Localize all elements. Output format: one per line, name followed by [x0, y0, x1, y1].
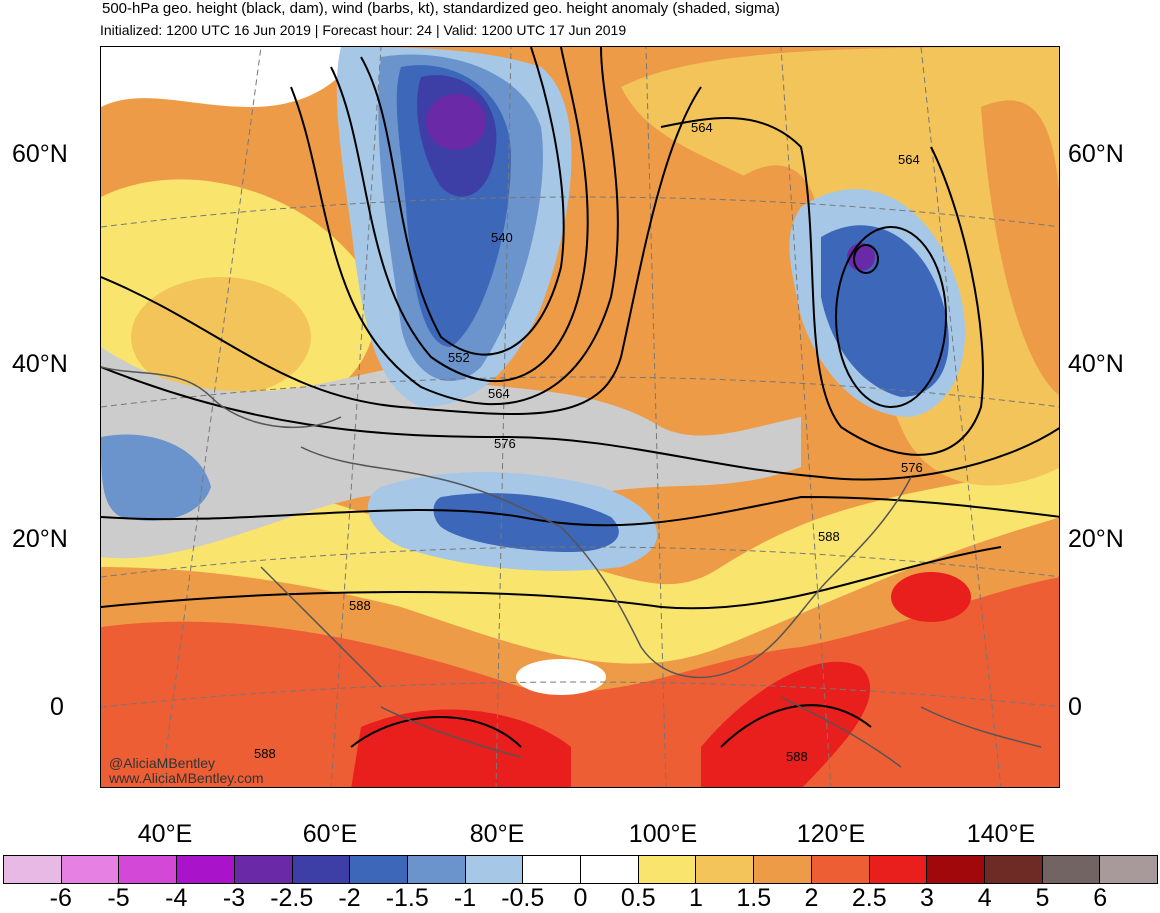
- colorbar-swatch: [350, 856, 408, 883]
- coastlines: [101, 366, 1042, 768]
- colorbar-label: -1: [453, 884, 477, 912]
- colorbar-label: 1: [689, 884, 703, 912]
- lat-label-20n-right: 20°N: [1068, 525, 1124, 553]
- colorbar-swatch: [696, 856, 755, 883]
- colorbar-swatch: [61, 856, 120, 883]
- map-panel: 540 552 564 576 564 564 576 588 588 588 …: [100, 46, 1060, 788]
- colorbar-swatch: [177, 856, 235, 883]
- colorbar-label: 0: [573, 884, 588, 912]
- colorbar-swatch: [638, 856, 697, 883]
- anomaly-orange-siberia: [715, 165, 821, 329]
- colorbar-label: -0.5: [501, 884, 545, 912]
- contour-label-564: 564: [488, 386, 510, 401]
- contour-label-588-se: 588: [786, 749, 808, 764]
- credit-website: www.AliciaMBentley.com: [109, 770, 264, 786]
- colorbar-label: 0.5: [620, 884, 656, 912]
- lon-label-40e: 40°E: [137, 820, 193, 848]
- colorbar-label: 4: [977, 884, 992, 912]
- map-title: 500-hPa geo. height (black, dam), wind (…: [102, 0, 780, 17]
- lon-label-120e: 120°E: [796, 820, 866, 848]
- anomaly-orange-europe: [131, 277, 311, 397]
- colorbar-label: -2: [338, 884, 361, 912]
- map-svg: [101, 47, 1059, 787]
- lon-label-60e: 60°E: [302, 820, 358, 848]
- lat-label-60n-right: 60°N: [1068, 140, 1124, 168]
- colorbar-label: 2: [804, 884, 819, 912]
- colorbar-label: -5: [107, 884, 130, 912]
- credit-handle: @AliciaMBentley: [109, 755, 216, 771]
- contour-label-588-west: 588: [349, 598, 371, 613]
- colorbar-label: 5: [1035, 884, 1050, 912]
- colorbar-swatch: [1042, 856, 1101, 883]
- anomaly-red-spot: [891, 572, 971, 622]
- colorbar-label: -1.5: [385, 884, 429, 912]
- colorbar-swatch: [754, 856, 812, 883]
- colorbar-swatch: [1100, 856, 1158, 883]
- lon-label-100e: 100°E: [628, 820, 698, 848]
- colorbar: [3, 855, 1158, 884]
- contour-label-576: 576: [494, 436, 516, 451]
- lat-label-40n-left: 40°N: [12, 350, 68, 378]
- height-contours: [101, 47, 1059, 748]
- contour-label-564-north: 564: [691, 120, 713, 135]
- colorbar-swatch: [581, 856, 639, 883]
- colorbar-swatch: [811, 856, 870, 883]
- contour-label-540: 540: [491, 230, 513, 245]
- colorbar-swatch: [465, 856, 524, 883]
- anomaly-white-india: [516, 659, 606, 695]
- lon-label-80e: 80°E: [469, 820, 525, 848]
- anomaly-white-north: [101, 47, 361, 107]
- lat-label-60n-left: 60°N: [12, 140, 68, 168]
- colorbar-swatch: [234, 856, 293, 883]
- map-subtitle: Initialized: 1200 UTC 16 Jun 2019 | Fore…: [100, 22, 627, 38]
- lat-label-0-right: 0: [1068, 693, 1082, 721]
- contour-label-564-east: 564: [898, 152, 920, 167]
- colorbar-swatch: [984, 856, 1043, 883]
- colorbar-swatch: [869, 856, 928, 883]
- anomaly-gray-band: [101, 347, 801, 559]
- lon-label-140e: 140°E: [966, 820, 1036, 848]
- colorbar-swatch: [927, 856, 985, 883]
- anomaly-blue-deep-tibet: [433, 493, 619, 552]
- lat-label-40n-right: 40°N: [1068, 350, 1124, 378]
- colorbar-label: -4: [165, 884, 188, 912]
- contour-label-576-east: 576: [901, 460, 923, 475]
- graticule: [101, 47, 1059, 787]
- contour-label-588-east: 588: [818, 529, 840, 544]
- colorbar-swatch: [523, 856, 582, 883]
- colorbar-label: 1.5: [736, 884, 772, 912]
- anomaly-deep-red-west: [351, 709, 571, 787]
- colorbar-label: 2.5: [851, 884, 887, 912]
- anomaly-purple-core: [426, 94, 486, 150]
- anomaly-deep-red-east: [701, 661, 871, 787]
- anomaly-orange-pacific: [981, 100, 1059, 396]
- colorbar-label: 3: [920, 884, 934, 912]
- colorbar-swatch: [407, 856, 466, 883]
- contour-label-588-sw: 588: [254, 746, 276, 761]
- colorbar-label: 6: [1093, 884, 1108, 912]
- colorbar-label: -3: [222, 884, 246, 912]
- anomaly-blue-arabia: [101, 434, 211, 521]
- contour-label-552: 552: [448, 350, 470, 365]
- colorbar-label: -6: [49, 884, 72, 912]
- colorbar-swatch: [119, 856, 178, 883]
- lat-label-20n-left: 20°N: [12, 525, 68, 553]
- lat-label-0-left: 0: [50, 693, 64, 721]
- colorbar-swatch: [4, 856, 62, 883]
- colorbar-label: -2.5: [270, 884, 314, 912]
- colorbar-swatch: [292, 856, 351, 883]
